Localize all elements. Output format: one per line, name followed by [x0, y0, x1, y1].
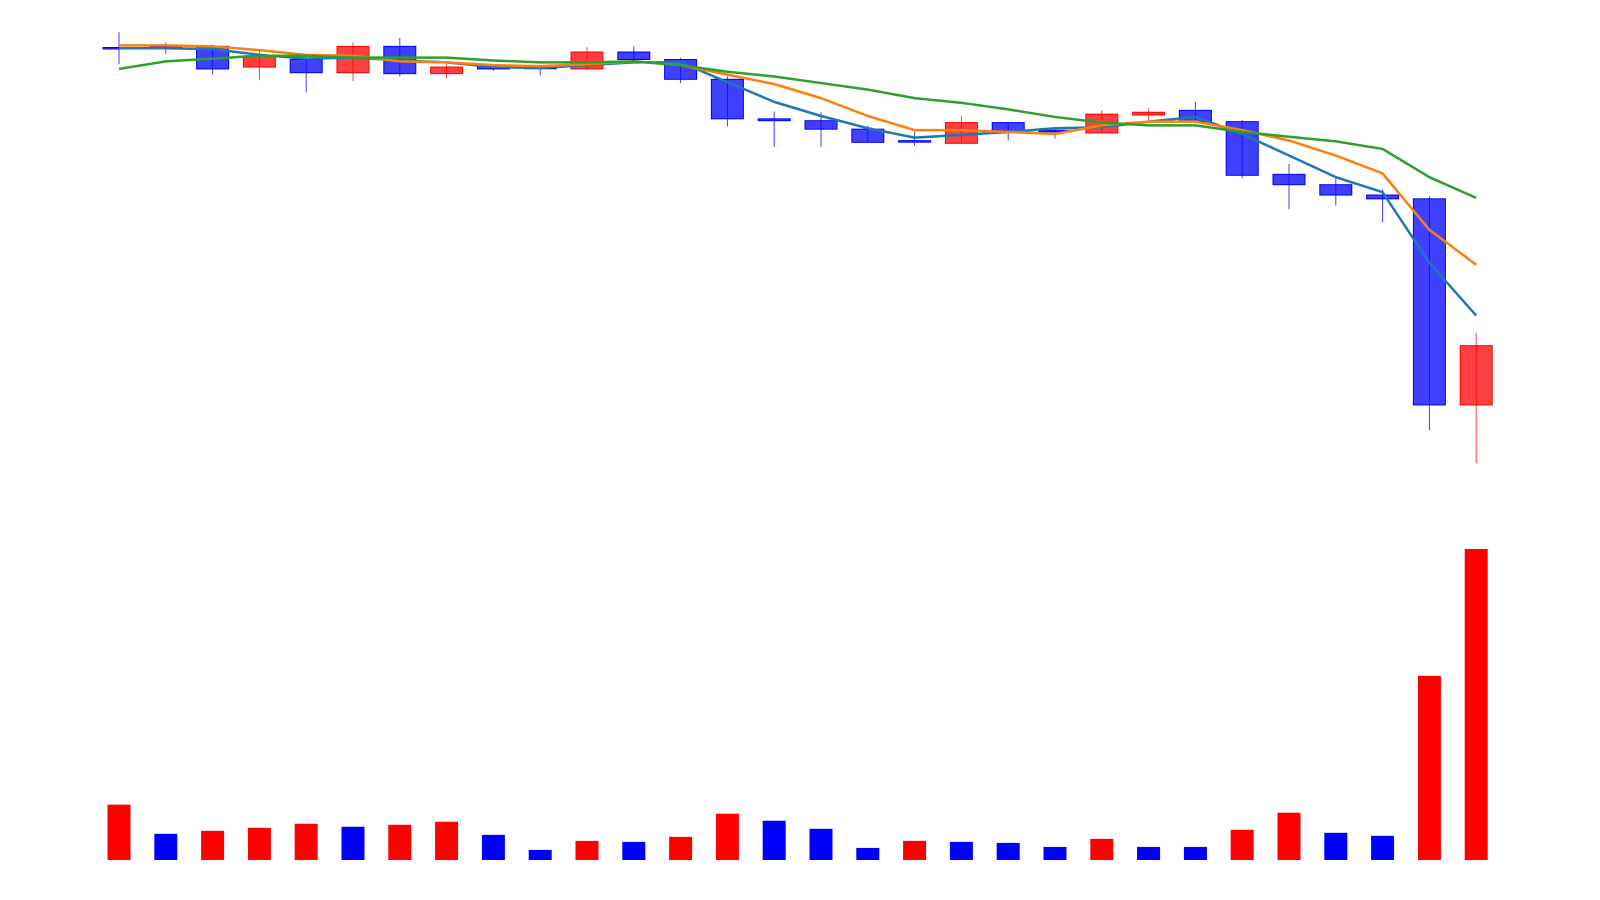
volume-bar-23: [1137, 846, 1161, 860]
volume-bar-24: [1183, 846, 1207, 860]
volume-bar-28: [1371, 835, 1395, 860]
volume-bar-5: [294, 823, 318, 860]
volume-bar-29: [1417, 675, 1441, 860]
candle-26: [1272, 164, 1306, 210]
candle-30: [1459, 332, 1493, 464]
candle-27: [1319, 177, 1353, 206]
volume-bar-21: [1043, 846, 1067, 860]
candle-23: [1132, 108, 1166, 122]
moving-average-line-3: [118, 54, 1477, 200]
volume-bar-6: [341, 826, 365, 860]
volume-bar-19: [949, 841, 973, 860]
volume-bar-9: [481, 834, 505, 860]
candle-body: [430, 66, 464, 75]
candle-body: [289, 59, 323, 74]
candle-body: [617, 51, 651, 61]
candle-18: [898, 132, 932, 147]
candle-body: [1459, 345, 1493, 406]
volume-bar-4: [247, 827, 271, 860]
volume-bar-26: [1277, 812, 1301, 860]
candle-6: [336, 42, 370, 82]
volume-bar-16: [809, 828, 833, 860]
candle-body: [804, 120, 838, 130]
volume-bar-2: [154, 833, 178, 860]
volume-bar-27: [1324, 832, 1348, 860]
candle-body: [757, 118, 791, 122]
volume-bar-25: [1230, 829, 1254, 860]
volume-bar-30: [1464, 549, 1488, 860]
candles-layer: [102, 32, 1493, 464]
moving-average-layer: [118, 44, 1478, 317]
volume-bar-1: [107, 804, 131, 860]
volume-bar-14: [715, 813, 739, 860]
volume-bar-11: [575, 840, 599, 860]
volume-bar-12: [622, 841, 646, 860]
volume-layer: [107, 549, 1488, 860]
volume-bar-3: [201, 830, 225, 860]
candle-29: [1412, 196, 1446, 431]
candle-12: [617, 46, 651, 62]
candle-body: [991, 122, 1025, 132]
volume-bar-22: [1090, 838, 1114, 860]
candle-8: [430, 64, 464, 79]
volume-bar-10: [528, 849, 552, 860]
candle-body: [1272, 173, 1306, 186]
candle-28: [1366, 189, 1400, 223]
volume-bar-20: [996, 842, 1020, 860]
volume-bar-15: [762, 820, 786, 860]
candle-body: [1366, 194, 1400, 200]
candle-body: [1412, 198, 1446, 406]
candle-body: [898, 140, 932, 143]
volume-bar-7: [388, 824, 412, 860]
volume-bar-8: [435, 821, 459, 860]
candle-5: [289, 56, 323, 93]
volume-bar-18: [903, 840, 927, 860]
candle-16: [804, 112, 838, 148]
candle-body: [710, 78, 744, 120]
candle-14: [710, 76, 744, 127]
candle-body: [1319, 184, 1353, 196]
volume-bar-13: [669, 836, 693, 860]
candle-body: [1132, 111, 1166, 116]
volume-bar-17: [856, 847, 880, 860]
moving-average-line-2: [119, 44, 1477, 266]
candle-15: [757, 111, 791, 148]
